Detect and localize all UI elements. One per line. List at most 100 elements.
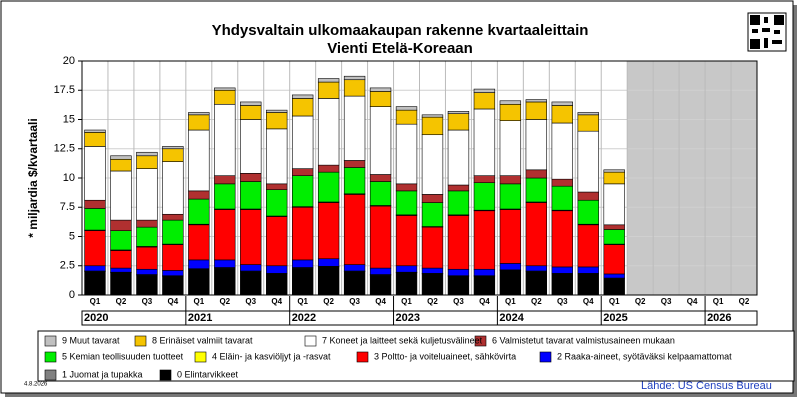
legend-swatch <box>159 369 172 381</box>
x-tick-label: Q1 <box>713 297 724 306</box>
bar-segment <box>525 99 548 103</box>
legend-swatch <box>194 351 207 363</box>
x-tick-label: Q1 <box>297 297 308 306</box>
bar-segment <box>343 95 366 161</box>
bar-segment <box>603 183 625 226</box>
bar-segment <box>291 168 314 176</box>
bar-segment <box>84 208 106 231</box>
bar-segment <box>551 178 573 187</box>
bar-segment <box>551 210 573 268</box>
bar-segment <box>214 89 236 105</box>
legend-swatch <box>474 335 487 347</box>
bar-segment <box>577 191 599 201</box>
bar-segment <box>266 109 288 113</box>
bar-segment <box>447 111 470 114</box>
x-tick-label: Q2 <box>635 297 646 306</box>
bar-segment <box>499 270 522 296</box>
bar-segment <box>317 171 340 203</box>
bar-segment <box>136 226 158 247</box>
bar-segment <box>395 265 418 273</box>
bar-segment <box>343 194 366 265</box>
bar-segment <box>188 268 210 296</box>
bar-segment <box>84 146 106 201</box>
bar-segment <box>499 209 522 264</box>
date: 4.8.2026 <box>24 382 48 388</box>
bar-segment <box>162 148 184 162</box>
y-tick-label: 10 <box>63 172 75 184</box>
bar-segment <box>525 169 548 179</box>
bar-segment <box>136 155 158 169</box>
year-label: 2026 <box>707 312 731 324</box>
bar-segment <box>577 266 599 274</box>
bar-segment <box>395 106 418 111</box>
bar-segment <box>421 226 444 269</box>
bar-segment <box>369 267 392 275</box>
bar-segment <box>110 155 132 160</box>
bar-segment <box>577 199 599 225</box>
legend-swatch <box>44 351 57 363</box>
x-tick-label: Q1 <box>193 297 204 306</box>
bar-segment <box>266 216 288 267</box>
bar-segment <box>447 275 470 296</box>
y-tick-label: 0 <box>69 289 75 301</box>
bar-segment <box>136 246 158 270</box>
y-tick-label: 2.5 <box>60 260 75 272</box>
bar-segment <box>188 114 210 131</box>
legend-label: 7 Koneet ja laitteet sekä kuljetusväline… <box>322 335 483 345</box>
bar-segment <box>162 213 184 221</box>
legend-swatch <box>356 351 369 363</box>
legend-swatch <box>44 369 57 381</box>
bar-segment <box>214 209 236 261</box>
bar-segment <box>188 198 210 225</box>
bar-segment <box>473 108 496 176</box>
bar-segment <box>240 209 262 265</box>
bar-segment <box>317 78 340 83</box>
x-tick-label: Q3 <box>142 297 153 306</box>
bar-segment <box>447 129 470 186</box>
bar-segment <box>603 171 625 185</box>
bar-segment <box>317 266 340 296</box>
year-label: 2023 <box>396 312 420 324</box>
year-label: 2022 <box>292 312 316 324</box>
bar-segment <box>395 109 418 125</box>
bar-segment <box>369 205 392 269</box>
bar-segment <box>421 267 444 274</box>
year-label: 2024 <box>499 312 524 324</box>
y-tick-label: 7.5 <box>60 201 75 213</box>
bar-segment <box>343 271 366 296</box>
bar-segment <box>240 105 262 120</box>
bar-segment <box>603 244 625 275</box>
year-row <box>81 310 758 326</box>
legend-label: 0 Elintarvikkeet <box>177 369 239 379</box>
legend-label: 1 Juomat ja tupakka <box>62 369 143 379</box>
x-tick-label: Q1 <box>90 297 101 306</box>
plot-border <box>81 60 758 296</box>
legend-swatch <box>134 335 147 347</box>
bar-segment <box>162 161 184 215</box>
bar-segment <box>214 103 236 176</box>
bar-segment <box>421 273 444 296</box>
bar-segment <box>188 129 210 192</box>
bar-segment <box>499 103 522 121</box>
qr-code <box>747 12 787 52</box>
bar-segment <box>240 101 262 106</box>
bar-segment <box>577 273 599 296</box>
bar-segment <box>84 265 106 272</box>
year-label: 2025 <box>603 312 627 324</box>
bar-segment <box>214 175 236 185</box>
legend-label: 6 Valmistetut tavarat valmistusaineen mu… <box>492 335 675 345</box>
bar-segment <box>240 181 262 210</box>
bar-segment <box>291 259 314 268</box>
bar-segment <box>110 158 132 172</box>
bar-segment <box>395 183 418 192</box>
bar-segment <box>266 112 288 130</box>
x-tick-label: Q2 <box>739 297 750 306</box>
bar-segment <box>369 91 392 107</box>
bar-segment <box>343 79 366 97</box>
bar-segment <box>110 219 132 231</box>
bar-segment <box>525 202 548 267</box>
x-tick-label: Q2 <box>531 297 542 306</box>
bar-segment <box>162 146 184 150</box>
bar-segment <box>551 105 573 124</box>
bar-segment <box>473 268 496 276</box>
